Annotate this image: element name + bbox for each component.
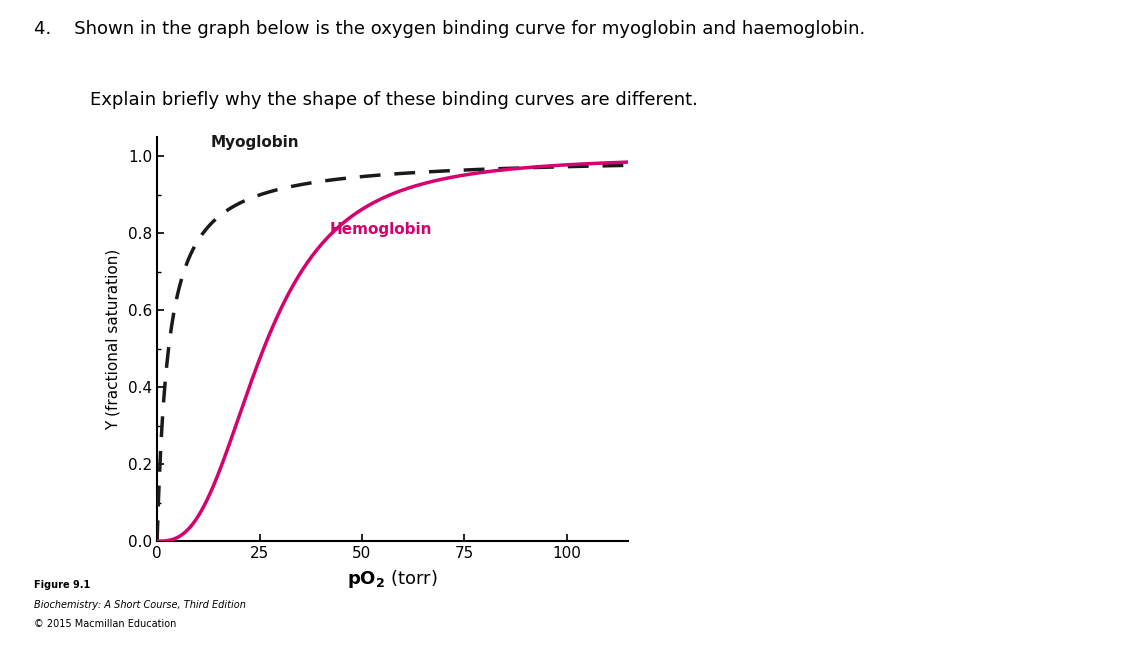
Text: Hemoglobin: Hemoglobin: [329, 222, 432, 237]
Y-axis label: Y (fractional saturation): Y (fractional saturation): [105, 248, 121, 430]
Text: Myoglobin: Myoglobin: [210, 136, 298, 151]
Text: Figure 9.1: Figure 9.1: [34, 580, 90, 590]
X-axis label: $\mathbf{p}$$\mathbf{O_2}$ (torr): $\mathbf{p}$$\mathbf{O_2}$ (torr): [348, 568, 438, 590]
Text: 4.    Shown in the graph below is the oxygen binding curve for myoglobin and hae: 4. Shown in the graph below is the oxyge…: [34, 20, 865, 38]
Text: © 2015 Macmillan Education: © 2015 Macmillan Education: [34, 619, 176, 629]
Text: Explain briefly why the shape of these binding curves are different.: Explain briefly why the shape of these b…: [90, 91, 698, 110]
Text: Biochemistry: A Short Course, Third Edition: Biochemistry: A Short Course, Third Edit…: [34, 600, 246, 610]
